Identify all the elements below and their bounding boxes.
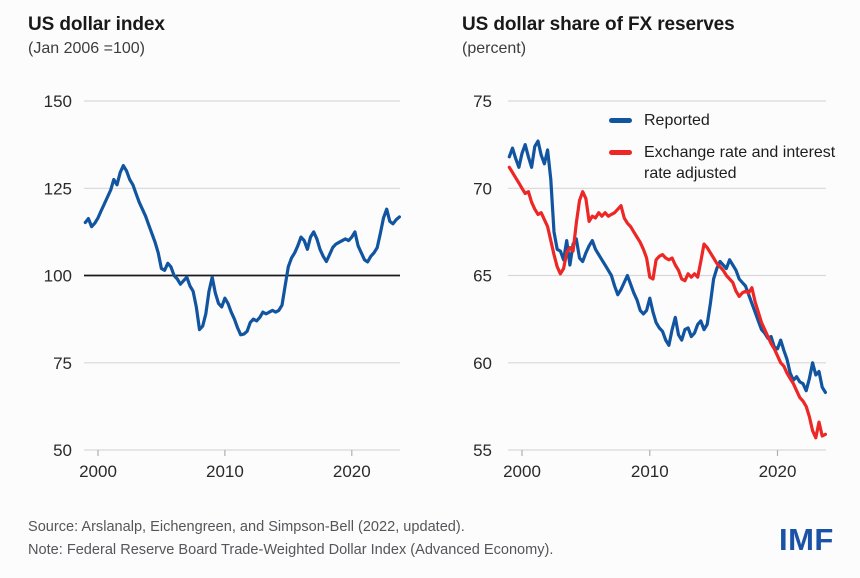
chart-subtitle-usd-index: (Jan 2006 =100) <box>28 40 145 57</box>
legend-item-reported: Reported <box>609 110 856 131</box>
y-tick-label: 125 <box>44 179 72 198</box>
y-tick-label: 100 <box>44 267 72 286</box>
chart-title-usd-index: US dollar index <box>28 14 165 35</box>
x-tick-label: 2010 <box>631 462 669 481</box>
chart-subtitle-fx-reserves: (percent) <box>462 40 527 57</box>
legend-label-reported: Reported <box>644 112 710 129</box>
y-tick-label: 60 <box>473 354 492 373</box>
legend-label-adjusted: Exchange rate and interest rate adjusted <box>644 144 836 182</box>
legend-swatch-reported <box>609 118 632 123</box>
x-tick-label: 2000 <box>79 462 117 481</box>
us-dollar-index-chart: 50 75 100 125 150 2000 2010 2020 <box>44 92 401 481</box>
y-tick-label: 65 <box>473 267 492 286</box>
y-tick-label: 55 <box>473 441 492 460</box>
imf-logo: IMF <box>779 522 834 557</box>
legend-swatch-adjusted <box>609 150 632 155</box>
y-tick-label: 50 <box>53 441 72 460</box>
chart-title-fx-reserves: US dollar share of FX reserves <box>462 14 735 35</box>
x-tick-label: 2000 <box>503 462 541 481</box>
footer-source-text: Source: Arslanalp, Eichengreen, and Simp… <box>28 518 465 535</box>
fx-reserves-chart: 55 60 65 70 75 2000 2010 2020 <box>473 92 827 481</box>
series-line-reported <box>507 139 827 394</box>
y-tick-label: 70 <box>473 179 492 198</box>
series-line-exchange-rate-and-interest-rate-adjusted <box>507 165 827 440</box>
series-line-us-dollar-index <box>83 164 401 337</box>
x-tick-label: 2020 <box>333 462 371 481</box>
y-tick-label: 150 <box>44 92 72 111</box>
footer: Source: Arslanalp, Eichengreen, and Simp… <box>28 515 553 561</box>
y-tick-label: 75 <box>473 92 492 111</box>
legend: Reported Exchange rate and interest rate… <box>609 110 856 184</box>
x-tick-label: 2010 <box>206 462 244 481</box>
x-tick-label: 2020 <box>759 462 797 481</box>
y-tick-label: 75 <box>53 354 72 373</box>
footer-note-text: Note: Federal Reserve Board Trade-Weight… <box>28 541 554 558</box>
legend-item-adjusted: Exchange rate and interest rate adjusted <box>609 142 856 184</box>
